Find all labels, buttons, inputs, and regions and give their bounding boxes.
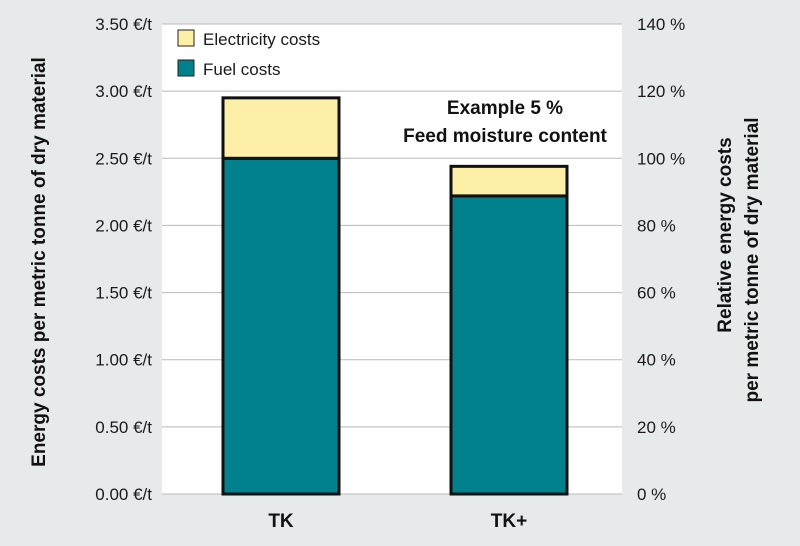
legend: Electricity costs Fuel costs [177, 29, 320, 79]
right-tick-labels: 0 % 20 % 40 % 60 % 80 % 100 % 120 % 140 % [637, 15, 685, 504]
legend-swatch-electricity [177, 29, 195, 47]
y-tick-label-right: 20 % [637, 418, 676, 437]
category-labels: TK TK+ [268, 511, 527, 532]
y-tick-label-left: 3.00 €/t [95, 82, 152, 101]
x-category-label: TK [268, 511, 294, 532]
y-tick-label-left: 2.00 €/t [95, 216, 152, 235]
legend-label-electricity: Electricity costs [203, 30, 320, 49]
y-tick-label-right: 140 % [637, 15, 685, 34]
y-tick-label-right: 120 % [637, 82, 685, 101]
bars [221, 96, 569, 496]
bar-tk-fuel-costs [221, 156, 341, 496]
y-tick-label-right: 40 % [637, 351, 676, 370]
annotation-line-1: Example 5 % [447, 98, 563, 119]
y-axis-title-left: Energy costs per metric tonne of dry mat… [29, 57, 50, 467]
y-tick-label-left: 1.50 €/t [95, 284, 152, 303]
y-tick-label-left: 1.00 €/t [95, 351, 152, 370]
bar-tk-plus-electricity-costs [449, 164, 569, 198]
left-tick-labels: 0.00 €/t 0.50 €/t 1.00 €/t 1.50 €/t 2.00 €/t… [95, 15, 152, 504]
legend-label-fuel: Fuel costs [203, 60, 280, 79]
y-axis-title-right-line-2: per metric tonne of dry material [742, 117, 763, 402]
bar-tk-electricity-costs [221, 96, 341, 160]
y-tick-label-left: 0.50 €/t [95, 418, 152, 437]
y-axis-title-right-line-1: Relative energy costs [715, 137, 736, 332]
y-tick-label-right: 60 % [637, 284, 676, 303]
bar-tk-plus-fuel-costs [449, 194, 569, 496]
annotation: Example 5 % Feed moisture content [403, 98, 607, 147]
y-tick-label-right: 0 % [637, 485, 666, 504]
y-tick-label-right: 80 % [637, 216, 676, 235]
y-axis-title-right: Relative energy costs per metric tonne o… [715, 117, 763, 402]
x-category-label: TK+ [491, 511, 527, 532]
y-tick-label-left: 2.50 €/t [95, 149, 152, 168]
annotation-line-2: Feed moisture content [403, 126, 607, 147]
y-tick-label-right: 100 % [637, 149, 685, 168]
y-tick-label-left: 3.50 €/t [95, 15, 152, 34]
y-tick-label-left: 0.00 €/t [95, 485, 152, 504]
legend-swatch-fuel [177, 59, 195, 77]
